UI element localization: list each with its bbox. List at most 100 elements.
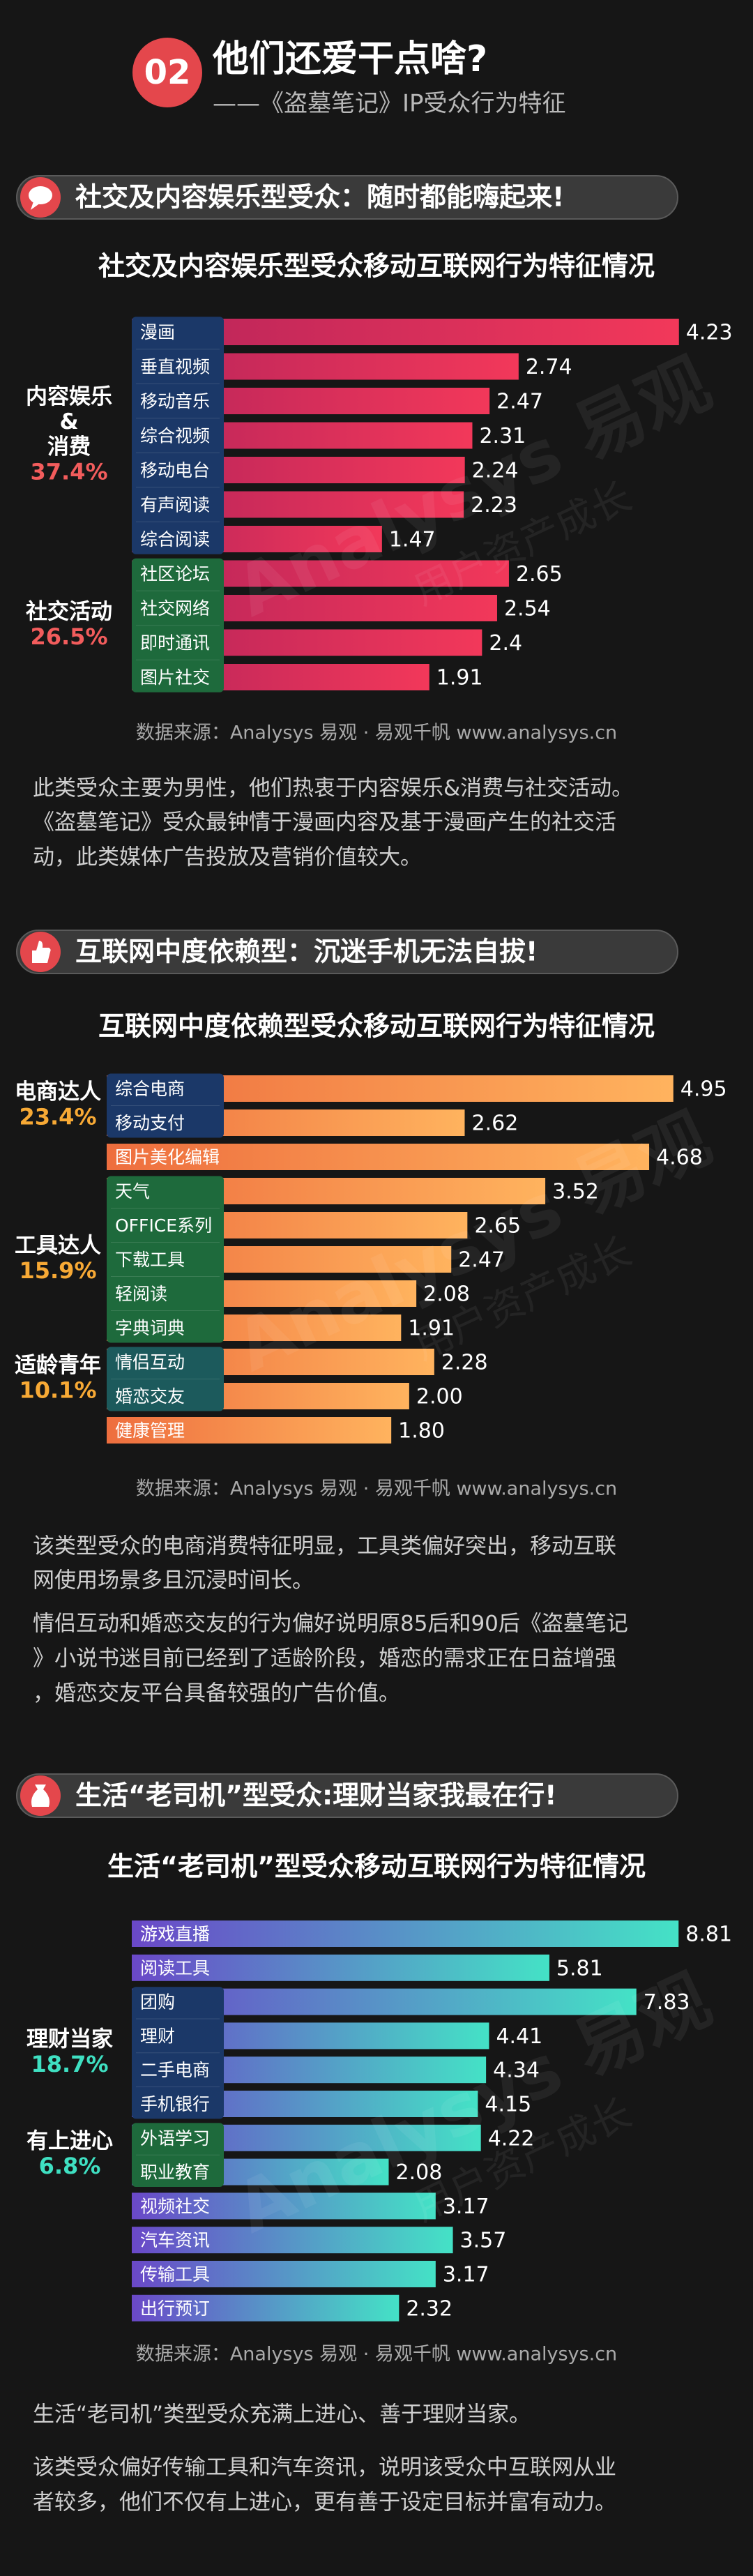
value-label: 2.00 <box>416 1385 463 1409</box>
category-label: 健康管理 <box>115 1420 185 1441</box>
icon-glyph <box>32 941 51 963</box>
group-name: 适龄青年 <box>15 1353 101 1378</box>
category-box <box>132 2123 224 2187</box>
bar <box>132 2227 453 2254</box>
value-label: 4.23 <box>686 321 733 345</box>
category-label: 综合电商 <box>115 1079 185 1099</box>
value-label: 3.57 <box>460 2229 507 2253</box>
category-label: 游戏直播 <box>140 1924 210 1944</box>
category-label: 社交网络 <box>140 598 210 619</box>
paragraph-line: 网使用场景多且沉浸时间长。 <box>33 1568 314 1593</box>
chart-source: 数据来源：Analysys 易观 · 易观千帆 www.analysys.cn <box>136 722 617 744</box>
header-badge <box>132 38 202 107</box>
category-label: 二手电商 <box>140 2060 210 2080</box>
value-label: 3.17 <box>443 2195 489 2219</box>
paragraph-line: 者较多，他们不仅有上进心，更有善于设定目标并富有动力。 <box>33 2490 616 2515</box>
icon-glyph <box>29 186 52 204</box>
category-label: 字典词典 <box>115 1318 185 1338</box>
value-label: 2.47 <box>458 1248 505 1273</box>
value-label: 2.08 <box>395 2160 442 2185</box>
category-label: 移动支付 <box>115 1113 185 1133</box>
group-share: 18.7% <box>31 2051 108 2077</box>
header-title: 他们还爱干点啥? <box>212 38 487 80</box>
category-label: 团购 <box>140 1992 175 2013</box>
value-label: 2.62 <box>471 1112 518 1136</box>
category-label: 图片社交 <box>140 667 210 688</box>
paragraph-line: 动，此类媒体广告投放及营销价值较大。 <box>33 845 422 870</box>
section-heading-bar <box>16 1773 678 1818</box>
bar <box>107 1144 650 1170</box>
group-share: 37.4% <box>30 459 107 485</box>
category-label: 移动音乐 <box>140 391 210 411</box>
group-name: 理财当家 <box>26 2026 113 2052</box>
value-label: 2.65 <box>474 1214 521 1238</box>
group-share: 26.5% <box>30 623 107 650</box>
value-label: 1.80 <box>398 1419 445 1444</box>
value-label: 3.52 <box>552 1180 599 1204</box>
category-label: 移动电台 <box>140 460 210 480</box>
bar <box>107 1417 392 1444</box>
value-label: 2.47 <box>496 390 543 414</box>
value-label: 5.81 <box>556 1956 603 1980</box>
category-box <box>132 317 224 554</box>
category-box <box>107 1347 224 1411</box>
value-label: 4.22 <box>488 2126 535 2151</box>
chart-title: 互联网中度依赖型受众移动互联网行为特征情况 <box>98 1011 655 1042</box>
value-label: 2.32 <box>406 2296 452 2321</box>
chart-title: 社交及内容娱乐型受众移动互联网行为特征情况 <box>98 251 655 282</box>
category-label: 汽车资讯 <box>140 2230 210 2250</box>
icon-glyph <box>31 1785 50 1807</box>
value-label: 2.74 <box>526 355 572 379</box>
value-label: 8.81 <box>685 1923 732 1947</box>
bar <box>132 1954 549 1981</box>
category-label: 视频社交 <box>140 2196 210 2216</box>
chart-title: 生活“老司机”型受众移动互联网行为特征情况 <box>107 1851 646 1882</box>
category-label: 下载工具 <box>115 1250 185 1270</box>
value-label: 4.95 <box>680 1077 727 1102</box>
bar <box>132 2261 436 2287</box>
value-label: 4.34 <box>493 2059 540 2083</box>
section-heading-bar <box>16 175 678 220</box>
icon-glyph <box>31 202 40 210</box>
group-share: 23.4% <box>19 1104 96 1130</box>
value-label: 4.68 <box>656 1146 703 1170</box>
group-name: & <box>59 409 78 434</box>
category-box <box>132 558 224 692</box>
group-share: 10.1% <box>19 1377 96 1404</box>
category-label: 职业教育 <box>140 2162 210 2183</box>
category-label: 漫画 <box>140 322 175 342</box>
category-label: 轻阅读 <box>115 1284 167 1304</box>
value-label: 4.41 <box>496 2024 542 2049</box>
bar <box>132 1920 679 1947</box>
category-label: OFFICE系列 <box>115 1215 212 1236</box>
paragraph-line: 该类受众偏好传输工具和汽车资讯，说明该受众中互联网从业 <box>33 2455 616 2480</box>
value-label: 2.54 <box>504 597 551 621</box>
value-label: 2.65 <box>516 562 563 586</box>
group-name: 内容娱乐 <box>26 384 112 409</box>
section-heading: 社交及内容娱乐型受众：随时都能嗨起来! <box>75 182 564 213</box>
header-number: 02 <box>144 53 191 92</box>
paragraph-line: 生活“老司机”类型受众充满上进心、善于理财当家。 <box>33 2402 531 2427</box>
paragraph-line: 此类受众主要为男性，他们热衷于内容娱乐&消费与社交活动。 <box>33 776 633 801</box>
value-label: 2.4 <box>489 631 522 656</box>
chart-source: 数据来源：Analysys 易观 · 易观千帆 www.analysys.cn <box>136 1478 617 1500</box>
value-label: 4.15 <box>485 2093 531 2117</box>
category-label: 外语学习 <box>140 2128 210 2149</box>
header-subtitle: ——《盗墓笔记》IP受众行为特征 <box>213 90 566 118</box>
group-name: 消费 <box>47 434 91 460</box>
value-label: 1.91 <box>436 666 483 690</box>
value-label: 2.24 <box>472 459 519 483</box>
category-label: 传输工具 <box>140 2264 210 2285</box>
value-label: 3.17 <box>443 2263 489 2287</box>
category-label: 综合阅读 <box>140 529 210 550</box>
value-label: 1.91 <box>408 1317 455 1341</box>
section-heading: 互联网中度依赖型：沉迷手机无法自拔! <box>75 937 538 967</box>
category-label: 垂直视频 <box>140 357 210 377</box>
group-name: 工具达人 <box>15 1234 101 1259</box>
value-label: 1.47 <box>389 528 436 552</box>
group-name: 社交活动 <box>26 599 112 624</box>
category-box <box>107 1073 224 1138</box>
group-share: 6.8% <box>39 2153 101 2179</box>
group-share: 15.9% <box>19 1257 96 1284</box>
